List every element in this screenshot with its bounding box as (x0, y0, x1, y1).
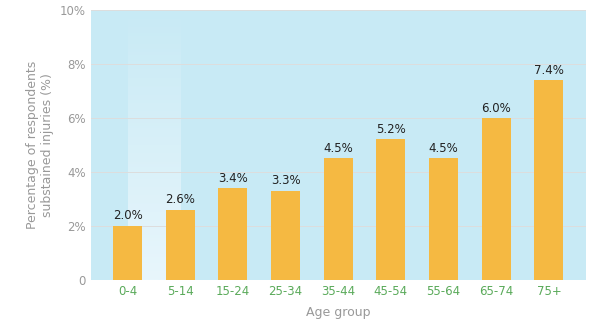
Text: 4.5%: 4.5% (323, 142, 353, 155)
Bar (271, 190, 300, 280)
Bar (113, 226, 142, 280)
Bar (219, 188, 248, 280)
Text: 3.4%: 3.4% (218, 172, 248, 185)
Bar (482, 118, 511, 280)
Bar (324, 158, 353, 280)
Text: 7.4%: 7.4% (534, 64, 564, 77)
Text: 3.3%: 3.3% (271, 174, 300, 188)
Text: 6.0%: 6.0% (481, 102, 511, 114)
Bar (429, 158, 458, 280)
Text: 4.5%: 4.5% (429, 142, 458, 155)
Text: 2.6%: 2.6% (165, 193, 195, 206)
Text: 2.0%: 2.0% (113, 210, 143, 222)
Y-axis label: Percentage of respondents
substained injuries (%): Percentage of respondents substained inj… (26, 61, 54, 229)
Bar (376, 139, 405, 280)
Text: 5.2%: 5.2% (376, 123, 406, 136)
X-axis label: Age group: Age group (306, 306, 370, 319)
Bar (165, 210, 194, 280)
Bar (535, 80, 564, 280)
